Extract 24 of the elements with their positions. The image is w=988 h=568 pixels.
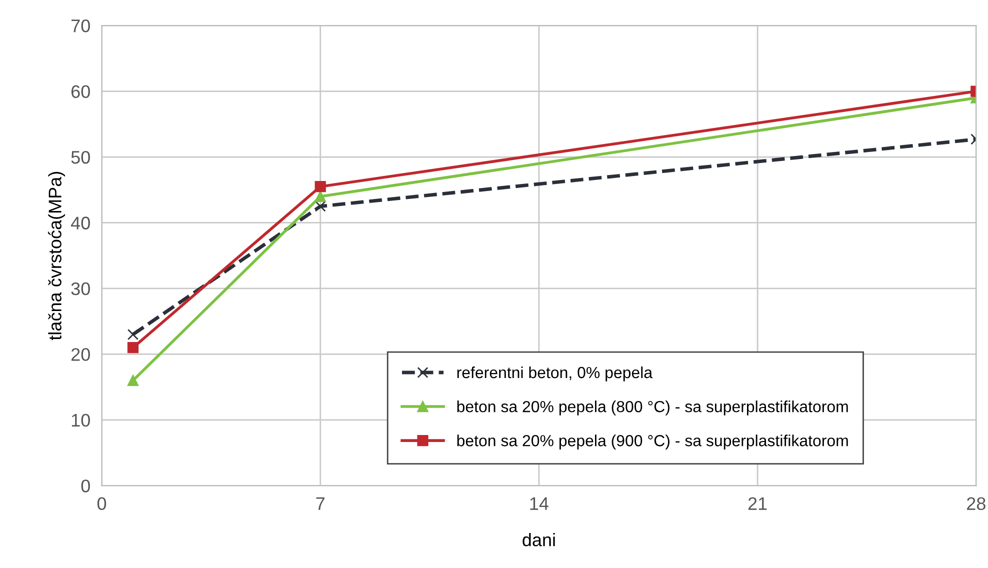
legend-label: referentni beton, 0% pepela — [457, 366, 653, 382]
point — [314, 181, 326, 192]
y-tick-label: 20 — [71, 348, 90, 361]
point — [314, 200, 326, 212]
point — [314, 190, 326, 202]
y-tick-label: 60 — [71, 85, 90, 98]
y-tick-label: 70 — [71, 19, 90, 32]
y-tick-label: 40 — [70, 216, 90, 230]
y-tick-label: 50 — [71, 150, 90, 164]
point — [127, 342, 139, 354]
y-tick-label: 0 — [81, 480, 90, 492]
y-axis-title: tlačna čvrstoća(MPa) — [48, 172, 66, 340]
x-axis-title: dani — [522, 533, 555, 546]
y-tick-label: 30 — [71, 282, 90, 296]
y-tick-label: 10 — [72, 414, 90, 427]
legend-label: beton sa 20% pepela (800 °C) - sa superplastifikatorom — [457, 400, 848, 416]
point — [127, 328, 139, 340]
x-tick-label: 14 — [530, 497, 548, 510]
point — [127, 374, 139, 386]
x-tick-label: 7 — [316, 497, 324, 510]
legend-label: beton sa 20% pepela (900 °C) - sa superplastifikatorom — [457, 434, 848, 450]
x-tick-label: 28 — [967, 497, 986, 510]
x-tick-label: 0 — [97, 497, 106, 510]
x-tick-label: 21 — [748, 497, 767, 510]
